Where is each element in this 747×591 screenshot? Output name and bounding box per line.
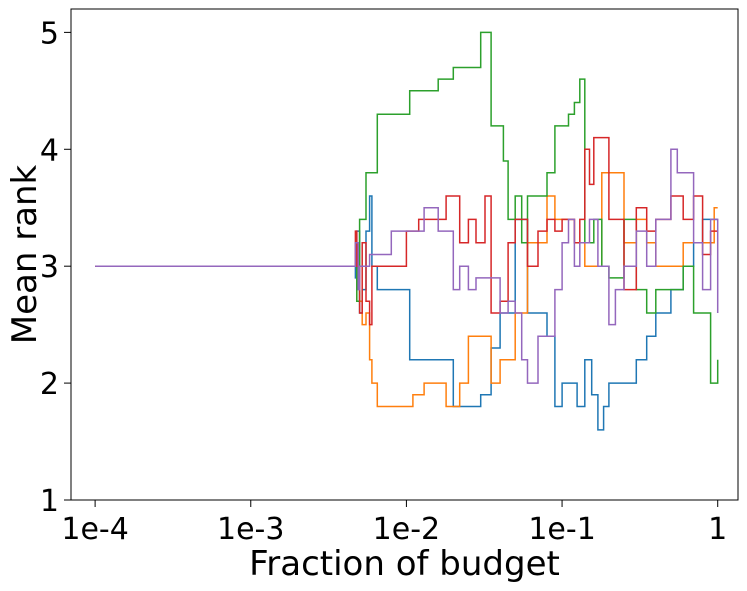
- x-axis-label: Fraction of budget: [249, 544, 560, 584]
- series-line-5: [95, 148, 719, 384]
- y-tick-label: 4: [40, 133, 59, 168]
- y-tick-label: 3: [40, 250, 59, 285]
- y-tick-label: 2: [40, 367, 59, 402]
- series-layer: [95, 31, 719, 431]
- x-tick-label: 1e-4: [61, 512, 128, 547]
- y-tick-label: 5: [40, 16, 59, 51]
- x-tick-label: 1e-3: [217, 512, 284, 547]
- tick-layer: 1e-4 1e-3 1e-2 1e-1 1 1 2 3 4 5: [40, 16, 727, 547]
- y-axis-label: Mean rank: [5, 164, 45, 344]
- series-line-4: [95, 136, 718, 326]
- y-tick-label: 1: [40, 484, 59, 519]
- plot-frame: [70, 8, 739, 501]
- x-tick-label: 1e-1: [528, 512, 595, 547]
- x-tick-label: 1: [708, 512, 727, 547]
- x-tick-label: 1e-2: [373, 512, 440, 547]
